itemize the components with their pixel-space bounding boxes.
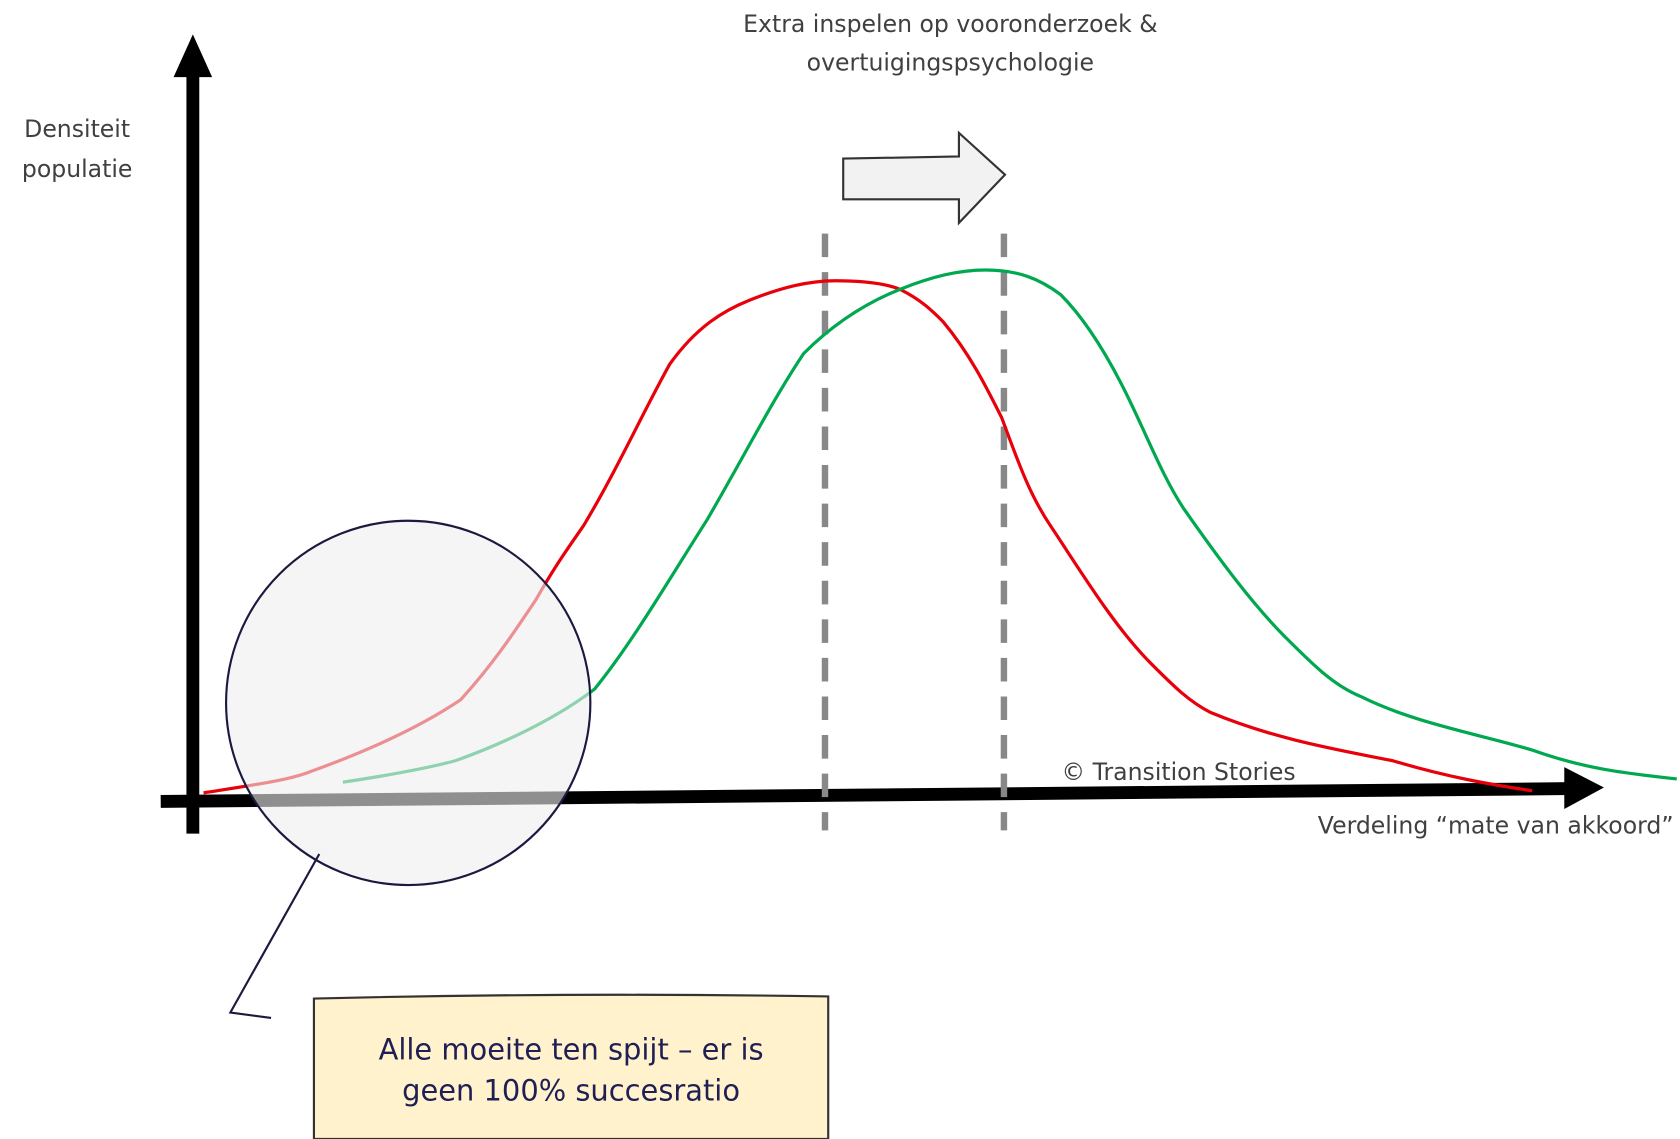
highlight-circle <box>225 519 592 887</box>
callout-pointer <box>228 853 321 1019</box>
annotation: Extra inspelen op vooronderzoek & <box>743 10 1157 38</box>
annotation: overtuigingspsychologie <box>807 49 1094 77</box>
y-axis-label: populatie <box>22 155 133 183</box>
y-axis-label: Densiteit <box>24 115 130 143</box>
copyright: © Transition Stories <box>1062 758 1296 786</box>
shift-arrow <box>842 130 1007 226</box>
callout-text: Alle moeite ten spijt – er is <box>379 1033 764 1067</box>
y-axis-arrow <box>173 34 213 78</box>
x-axis-label: Verdeling “mate van akkoord” <box>1318 812 1674 840</box>
x-axis-arrow <box>1564 767 1604 809</box>
callout-box <box>312 993 830 1139</box>
green-curve <box>342 268 1677 784</box>
callout-text: geen 100% succesratio <box>402 1073 740 1107</box>
